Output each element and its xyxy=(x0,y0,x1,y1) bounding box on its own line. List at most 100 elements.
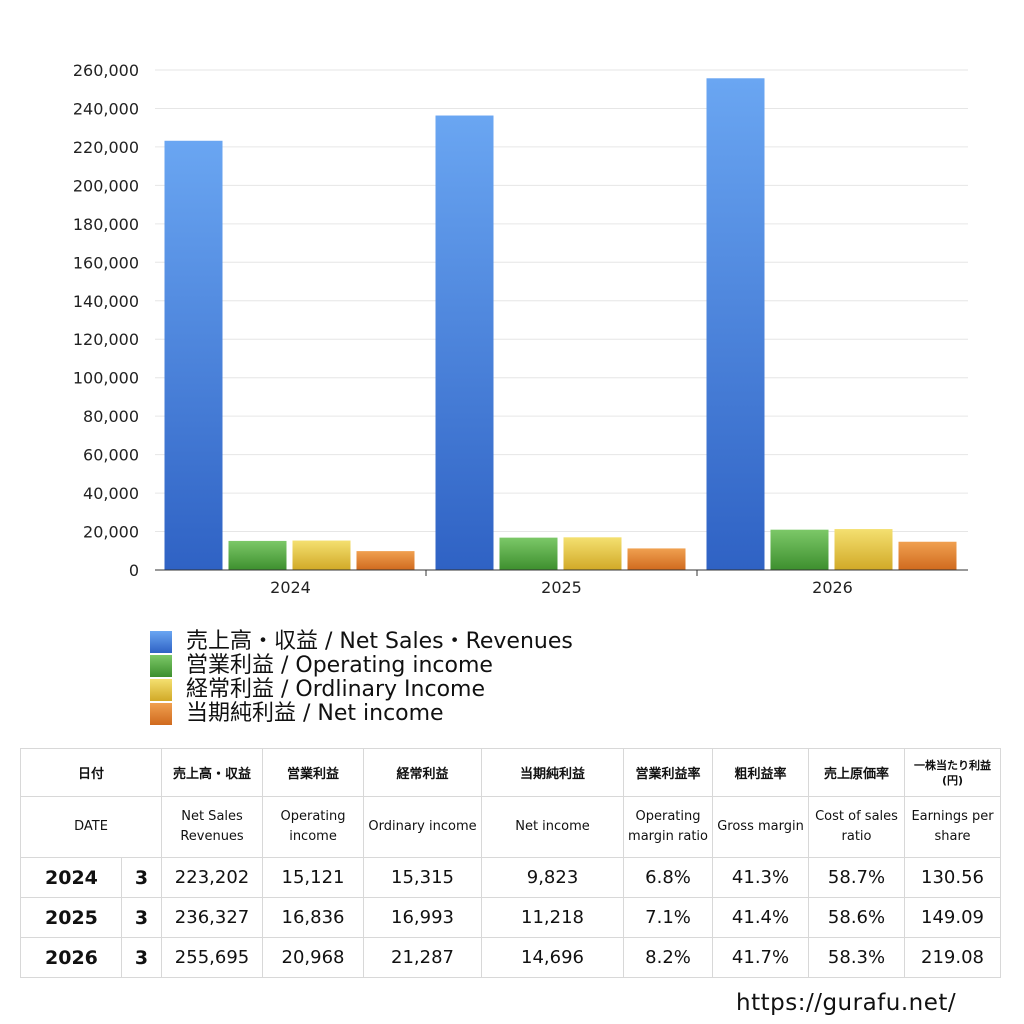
cell-net: 14,696 xyxy=(481,937,625,978)
x-tick-label: 2025 xyxy=(541,578,582,597)
legend-label: 経常利益 / Ordlinary Income xyxy=(186,677,485,702)
header-net-en: Net income xyxy=(481,796,625,858)
legend-label: 売上高・収益 / Net Sales・Revenues xyxy=(186,629,573,654)
bar-net-sales-2025 xyxy=(435,115,494,571)
x-tick-label: 2024 xyxy=(270,578,311,597)
bar-chart: 0 20,000 40,000 60,000 80,000 100,000 120,000 1… xyxy=(73,61,968,597)
y-tick-label: 260,000 xyxy=(73,61,139,80)
header-sales-en: Net Sales Revenues xyxy=(161,796,264,858)
cell-gross: 41.7% xyxy=(712,937,810,978)
bar-operating-income-2026 xyxy=(770,529,829,570)
cell-sales: 223,202 xyxy=(161,857,264,898)
cell-eps: 149.09 xyxy=(904,897,1002,938)
bar-net-sales-2026 xyxy=(706,78,765,571)
cell-net: 11,218 xyxy=(481,897,625,938)
y-tick-label: 180,000 xyxy=(73,215,139,234)
cell-op-margin: 6.8% xyxy=(623,857,714,898)
y-tick-label: 80,000 xyxy=(83,407,139,426)
legend: 売上高・収益 / Net Sales・Revenues 営業利益 / Opera… xyxy=(150,630,573,726)
table-row: 2026 3 255,695 20,968 21,287 14,696 8.2%… xyxy=(20,937,1002,978)
cell-cost: 58.6% xyxy=(808,897,906,938)
bar-net-income-2024 xyxy=(356,551,415,570)
cell-op-margin: 8.2% xyxy=(623,937,714,978)
bar-net-income-2025 xyxy=(627,548,686,570)
y-tick-label: 60,000 xyxy=(83,446,139,465)
bar-ordinary-income-2026 xyxy=(834,529,893,570)
y-tick-label: 200,000 xyxy=(73,176,139,195)
y-axis-ticks: 0 20,000 40,000 60,000 80,000 100,000 120,000 1… xyxy=(73,61,139,580)
bar-net-income-2026 xyxy=(898,541,957,570)
y-tick-label: 120,000 xyxy=(73,330,139,349)
header-net-jp: 当期純利益 xyxy=(481,748,625,797)
y-tick-label: 20,000 xyxy=(83,523,139,542)
bars xyxy=(164,78,957,571)
legend-swatch xyxy=(150,703,172,725)
y-tick-label: 40,000 xyxy=(83,484,139,503)
legend-item-operating-income: 営業利益 / Operating income xyxy=(150,654,573,678)
bar-net-sales-2024 xyxy=(164,140,223,570)
cell-operating: 15,121 xyxy=(262,857,365,898)
legend-label: 当期純利益 / Net income xyxy=(186,701,444,726)
header-operating-en: Operating income xyxy=(262,796,365,858)
cell-month: 3 xyxy=(120,857,163,898)
cell-ordinary: 15,315 xyxy=(363,857,483,898)
cell-sales: 236,327 xyxy=(161,897,264,938)
bar-operating-income-2025 xyxy=(499,537,558,570)
x-axis-ticks: 2024 2025 2026 xyxy=(270,570,853,597)
cell-eps: 219.08 xyxy=(904,937,1002,978)
cell-sales: 255,695 xyxy=(161,937,264,978)
header-operating-jp: 営業利益 xyxy=(262,748,365,797)
header-cost-en: Cost of sales ratio xyxy=(808,796,906,858)
legend-swatch xyxy=(150,655,172,677)
header-sales-jp: 売上高・収益 xyxy=(161,748,264,797)
header-op-margin-jp: 営業利益率 xyxy=(623,748,714,797)
bar-operating-income-2024 xyxy=(228,540,287,570)
cell-cost: 58.3% xyxy=(808,937,906,978)
y-tick-label: 100,000 xyxy=(73,369,139,388)
cell-net: 9,823 xyxy=(481,857,625,898)
cell-gross: 41.3% xyxy=(712,857,810,898)
header-date-en: DATE xyxy=(19,796,163,858)
y-tick-label: 140,000 xyxy=(73,292,139,311)
cell-operating: 20,968 xyxy=(262,937,365,978)
cell-month: 3 xyxy=(120,937,163,978)
cell-ordinary: 16,993 xyxy=(363,897,483,938)
cell-gross: 41.4% xyxy=(712,897,810,938)
cell-eps: 130.56 xyxy=(904,857,1002,898)
footer-url[interactable]: https://gurafu.net/ xyxy=(736,990,957,1016)
table-row: 2024 3 223,202 15,121 15,315 9,823 6.8% … xyxy=(20,857,1002,898)
table-row: 2025 3 236,327 16,836 16,993 11,218 7.1%… xyxy=(20,897,1002,938)
legend-item-net-sales: 売上高・収益 / Net Sales・Revenues xyxy=(150,630,573,654)
x-tick-label: 2026 xyxy=(812,578,853,597)
cell-year: 2025 xyxy=(20,897,122,938)
legend-item-ordinary-income: 経常利益 / Ordlinary Income xyxy=(150,678,573,702)
legend-swatch xyxy=(150,679,172,701)
legend-item-net-income: 当期純利益 / Net income xyxy=(150,702,573,726)
cell-op-margin: 7.1% xyxy=(623,897,714,938)
bar-ordinary-income-2025 xyxy=(563,537,622,570)
header-gross-en: Gross margin xyxy=(712,796,810,858)
header-eps-jp: 一株当たり利益(円) xyxy=(904,748,1002,797)
header-date-jp: 日付 xyxy=(19,748,163,797)
financial-table: 日付 売上高・収益 営業利益 経常利益 当期純利益 営業利益率 粗利益率 売上原… xyxy=(19,748,1002,978)
cell-operating: 16,836 xyxy=(262,897,365,938)
table-header-jp: 日付 売上高・収益 営業利益 経常利益 当期純利益 営業利益率 粗利益率 売上原… xyxy=(19,748,1002,797)
cell-cost: 58.7% xyxy=(808,857,906,898)
header-gross-jp: 粗利益率 xyxy=(712,748,810,797)
legend-swatch xyxy=(150,631,172,653)
header-ordinary-en: Ordinary income xyxy=(363,796,483,858)
y-tick-label: 240,000 xyxy=(73,99,139,118)
legend-label: 営業利益 / Operating income xyxy=(186,653,493,678)
header-ordinary-jp: 経常利益 xyxy=(363,748,483,797)
header-cost-jp: 売上原価率 xyxy=(808,748,906,797)
cell-year: 2026 xyxy=(20,937,122,978)
y-tick-label: 0 xyxy=(129,561,139,580)
table-header-en: DATE Net Sales Revenues Operating income… xyxy=(19,796,1002,858)
cell-ordinary: 21,287 xyxy=(363,937,483,978)
cell-year: 2024 xyxy=(20,857,122,898)
y-tick-label: 220,000 xyxy=(73,138,139,157)
y-tick-label: 160,000 xyxy=(73,253,139,272)
header-eps-en: Earnings per share xyxy=(904,796,1002,858)
cell-month: 3 xyxy=(120,897,163,938)
header-op-margin-en: Operating margin ratio xyxy=(623,796,714,858)
